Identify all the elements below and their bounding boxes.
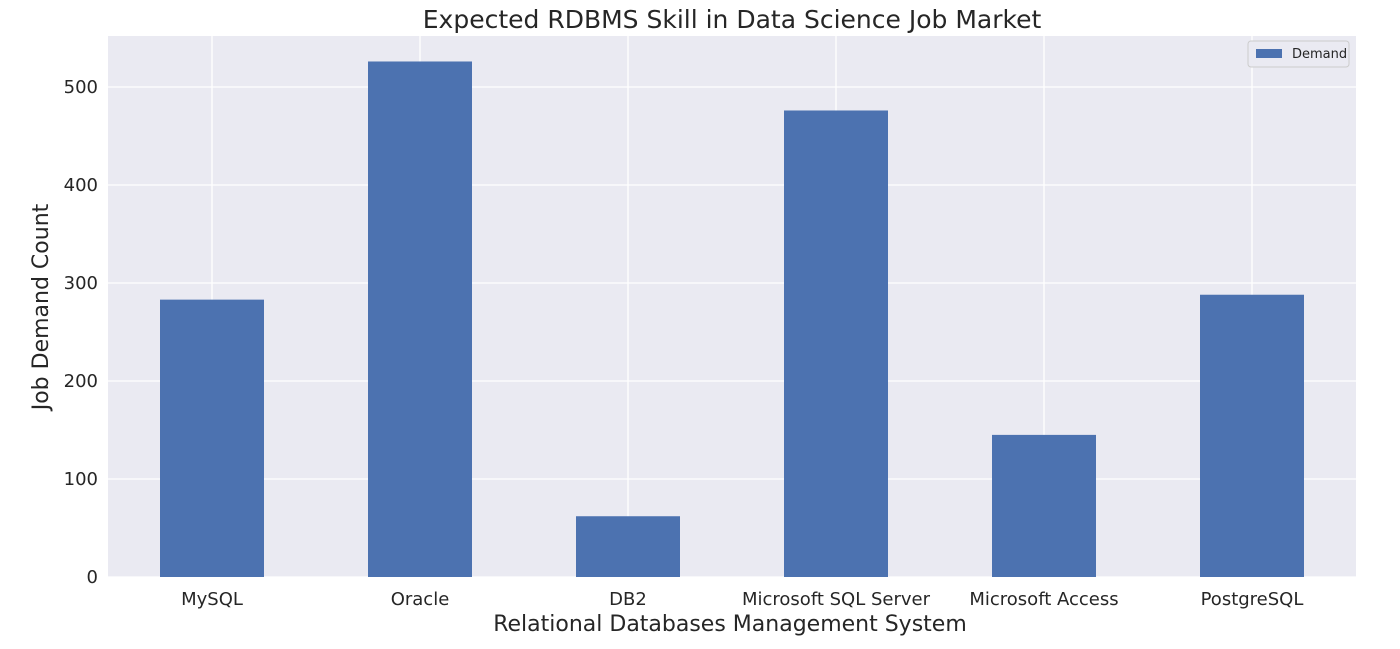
bar-oracle bbox=[368, 61, 472, 578]
bar-microsoft-access bbox=[992, 434, 1096, 577]
bars bbox=[160, 61, 1304, 578]
x-tick-label: Microsoft SQL Server bbox=[742, 589, 931, 610]
y-tick-labels: 0 100 200 300 400 500 bbox=[64, 77, 98, 588]
legend-box bbox=[1247, 40, 1350, 68]
legend-label: Demand bbox=[1292, 47, 1347, 62]
y-tick-label: 0 bbox=[87, 567, 98, 588]
bar-postgresql bbox=[1200, 294, 1304, 577]
y-tick-label: 300 bbox=[64, 273, 98, 294]
chart-title: Expected RDBMS Skill in Data Science Job… bbox=[423, 5, 1042, 34]
x-tick-label: Microsoft Access bbox=[969, 589, 1118, 610]
bar-db2 bbox=[576, 516, 680, 577]
y-tick-label: 500 bbox=[64, 77, 98, 98]
legend-swatch bbox=[1256, 49, 1282, 58]
x-tick-label: Oracle bbox=[391, 589, 450, 610]
x-tick-label: MySQL bbox=[181, 589, 243, 610]
y-axis-label: Job Demand Count bbox=[29, 203, 54, 412]
x-axis-label: Relational Databases Management System bbox=[493, 612, 967, 637]
y-tick-label: 100 bbox=[64, 469, 98, 490]
x-tick-label: DB2 bbox=[609, 589, 647, 610]
plot-area bbox=[108, 36, 1356, 577]
legend: Demand bbox=[1247, 40, 1350, 68]
bar-microsoft-sql-server bbox=[784, 110, 888, 577]
y-tick-label: 400 bbox=[64, 175, 98, 196]
bar-mysql bbox=[160, 299, 264, 577]
grid-lines bbox=[108, 36, 1356, 578]
x-tick-label: PostgreSQL bbox=[1201, 589, 1304, 610]
y-tick-label: 200 bbox=[64, 371, 98, 392]
x-tick-labels: MySQL Oracle DB2 Microsoft SQL Server Micros… bbox=[181, 589, 1303, 610]
